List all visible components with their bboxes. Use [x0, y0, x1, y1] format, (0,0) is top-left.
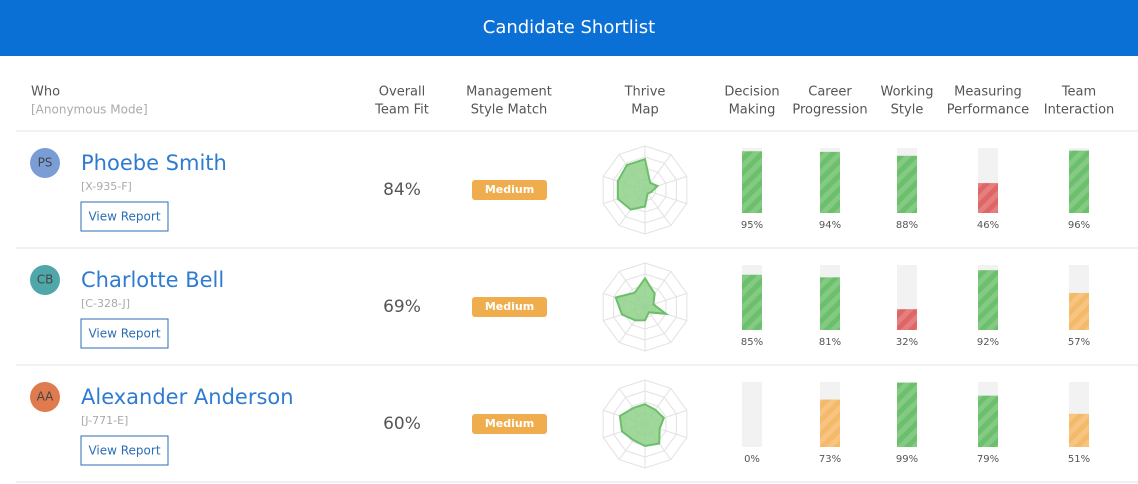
score-label: 88%: [896, 220, 918, 231]
column-header: Performance: [947, 103, 1029, 118]
score-label: 73%: [819, 454, 841, 465]
avatar-initials: CB: [37, 273, 54, 287]
candidate-id: [C-328-J]: [81, 297, 130, 310]
column-header: Overall: [379, 85, 425, 100]
column-header: Team Fit: [374, 103, 429, 118]
style-badge: [472, 297, 547, 317]
radar-spoke: [644, 189, 672, 226]
view-report-button[interactable]: [80, 201, 169, 232]
score-label: 79%: [977, 454, 999, 465]
bar-stripes: [742, 151, 762, 213]
column-header: Style: [891, 103, 924, 118]
avatar: [30, 265, 60, 295]
avatar: [30, 382, 60, 412]
bar-stripes: [897, 155, 917, 213]
score-label: 85%: [741, 337, 763, 348]
bar-stripes: [820, 399, 840, 447]
column-note: [Anonymous Mode]: [31, 103, 148, 117]
bar-stripes: [978, 395, 998, 447]
candidate-id: [J-771-E]: [81, 414, 128, 427]
team-fit: 84%: [383, 180, 421, 200]
score-label: 46%: [977, 220, 999, 231]
column-header: Who: [31, 85, 60, 100]
score-label: 57%: [1068, 337, 1090, 348]
score-label: 94%: [819, 220, 841, 231]
column-header: Progression: [792, 103, 867, 118]
view-report-label[interactable]: View Report: [88, 327, 160, 341]
header-bar: [0, 0, 1138, 56]
radar-shape: [614, 276, 670, 322]
column-header: Map: [631, 103, 658, 118]
style-badge-label: Medium: [485, 417, 534, 430]
page-title: Candidate Shortlist: [483, 17, 656, 38]
team-fit: 60%: [383, 414, 421, 434]
bar-stripes: [978, 183, 998, 213]
style-badge: [472, 414, 547, 434]
score-label: 92%: [977, 337, 999, 348]
view-report-button[interactable]: [80, 318, 169, 349]
score-label: 95%: [741, 220, 763, 231]
score-label: 96%: [1068, 220, 1090, 231]
column-header: Thrive: [624, 85, 666, 100]
score-label: 81%: [819, 337, 841, 348]
column-header: Career: [808, 85, 852, 100]
view-report-label[interactable]: View Report: [88, 444, 160, 458]
bar-stripes: [742, 274, 762, 330]
candidate-id: [X-935-F]: [81, 180, 132, 193]
bar-stripes: [897, 382, 917, 447]
bar-track: [742, 382, 762, 447]
avatar-initials: AA: [37, 390, 55, 404]
score-label: 99%: [896, 454, 918, 465]
bar-stripes: [897, 309, 917, 330]
candidate-name: Charlotte Bell: [81, 268, 224, 292]
avatar: [30, 148, 60, 178]
column-header: Style Match: [471, 103, 547, 118]
bar-stripes: [1069, 150, 1089, 213]
column-header: Measuring: [954, 85, 1022, 100]
radar-shape: [616, 157, 660, 211]
column-header: Management: [466, 85, 552, 100]
candidate-name: Alexander Anderson: [81, 385, 294, 409]
style-badge-label: Medium: [485, 300, 534, 313]
radar-shape: [618, 403, 666, 448]
view-report-button[interactable]: [80, 435, 169, 466]
column-header: Working: [880, 85, 933, 100]
candidate-name: Phoebe Smith: [81, 151, 227, 175]
column-header: Interaction: [1044, 103, 1115, 118]
column-header: Team: [1061, 85, 1096, 100]
bar-stripes: [1069, 413, 1089, 447]
score-label: 51%: [1068, 454, 1090, 465]
style-badge: [472, 180, 547, 200]
view-report-label[interactable]: View Report: [88, 210, 160, 224]
avatar-initials: PS: [38, 156, 53, 170]
bar-stripes: [978, 270, 998, 330]
score-label: 32%: [896, 337, 918, 348]
style-badge-label: Medium: [485, 183, 534, 196]
column-header: Decision: [724, 85, 779, 100]
bar-stripes: [1069, 292, 1089, 330]
bar-stripes: [820, 277, 840, 330]
bar-stripes: [820, 151, 840, 213]
score-label: 0%: [744, 454, 760, 465]
column-header: Making: [729, 103, 776, 118]
team-fit: 69%: [383, 297, 421, 317]
